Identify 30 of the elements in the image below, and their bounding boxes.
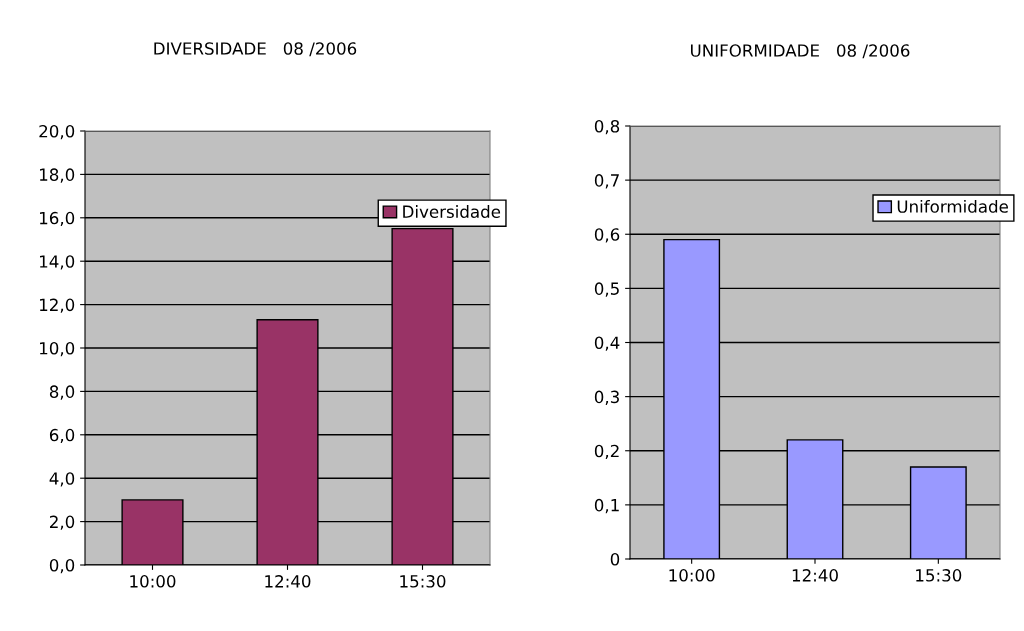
y-tick-label: 0,0 (49, 558, 75, 574)
y-tick-label: 0,1 (594, 498, 619, 514)
y-tick-label: 0,6 (594, 228, 620, 243)
x-tick-label: 12:40 (792, 569, 838, 582)
y-tick-label: 12,0 (40, 298, 75, 313)
y-tick-label: 0 (610, 552, 620, 566)
y-tick-label: 14,0 (40, 255, 75, 270)
legend-label: Diversidade (403, 205, 501, 218)
y-tick-label: 0,5 (594, 282, 619, 297)
x-tick-label: 12:40 (265, 575, 311, 588)
y-tick-label: 0,2 (594, 444, 619, 460)
x-tick-label: 10:00 (130, 575, 176, 588)
chart-title: UNIFORMIDADE 08 /2006 (691, 44, 910, 59)
chart-title: DIVERSIDADE 08 /2006 (154, 42, 357, 57)
y-tick-label: 8,0 (49, 385, 75, 400)
y-tick-label: 0,3 (594, 390, 619, 405)
y-tick-label: 6,0 (49, 428, 75, 444)
x-tick-label: 15:30 (916, 569, 962, 582)
y-tick-label: 18,0 (40, 168, 75, 183)
y-tick-label: 16,0 (40, 211, 75, 227)
y-tick-label: 0,7 (594, 174, 619, 189)
y-tick-label: 0,4 (594, 336, 620, 351)
x-tick-label: 15:30 (400, 575, 446, 588)
y-tick-label: 2,0 (49, 515, 75, 530)
y-tick-label: 20,0 (39, 124, 75, 140)
legend-label: Uniformidade (897, 199, 1008, 213)
x-tick-label: 10:00 (669, 569, 715, 582)
y-tick-label: 4,0 (49, 472, 75, 487)
y-tick-label: 0,8 (594, 119, 620, 135)
y-tick-label: 10,0 (40, 341, 75, 357)
